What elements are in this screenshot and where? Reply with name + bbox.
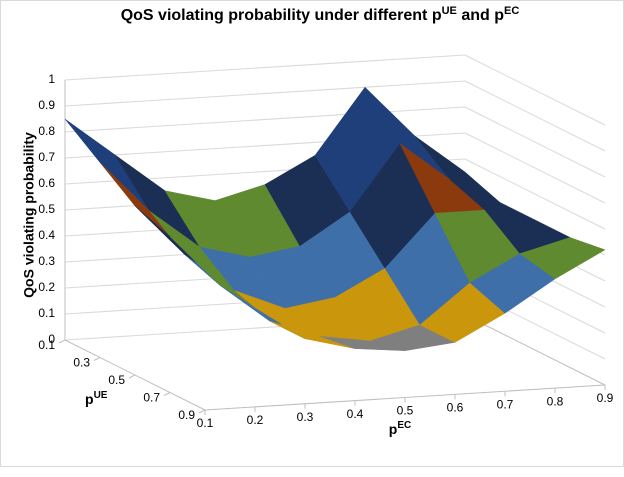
y-tick-label: 0.1 [38,338,55,352]
x-tick-label: 0.5 [397,404,414,418]
y-axis-label: pUE [85,390,108,407]
z-tick-label: 1 [48,72,55,86]
grid-line [464,158,606,230]
z-tick-label: 0.2 [38,280,55,294]
z-tick-label: 0.6 [38,176,55,190]
y-tick-label: 0.7 [143,391,160,405]
x-tick-label: 0.7 [497,397,514,411]
x-axis-label: pEC [389,420,411,437]
z-tick-label: 0.1 [38,306,55,320]
z-tick-label: 0.8 [38,124,55,138]
z-tick-label: 0.7 [38,150,55,164]
x-tick-label: 0.2 [247,413,264,427]
z-tick-label: 0.9 [38,98,55,112]
y-tick [198,409,206,414]
x-tick-label: 0.6 [447,401,464,415]
y-tick [128,374,136,379]
x-tick-label: 0.4 [347,407,364,421]
grid-line [64,106,466,133]
x-tick-label: 0.3 [297,410,314,424]
grid-line [464,80,606,152]
grid-line [464,106,606,178]
y-tick-label: 0.3 [73,356,90,370]
y-tick [163,392,171,396]
z-tick-label: 0 [48,332,55,346]
x-tick-label: 0.1 [197,416,214,430]
chart-title: QoS violating probability under differen… [121,5,520,24]
plot-area: 00.10.20.30.40.50.60.70.80.910.1 0.2 0.3 0.… [38,54,614,430]
y-tick [58,339,66,344]
y-tick [93,357,101,361]
z-tick-label: 0.4 [38,228,55,242]
y-tick-label: 0.5 [108,373,125,387]
surface-patch [519,237,606,280]
z-axis-label: QoS violating probability [21,132,37,298]
z-tick-label: 0.3 [38,254,55,268]
z-tick-label: 0.5 [38,202,55,216]
grid-line [64,54,466,81]
x-tick-label: 0.9 [597,391,614,405]
grid-line [64,80,466,107]
grid-line [464,132,606,204]
axis-line [464,314,606,386]
y-tick-label: 0.9 [178,408,195,422]
grid-line [464,54,606,126]
x-tick-label: 0.8 [547,394,564,408]
